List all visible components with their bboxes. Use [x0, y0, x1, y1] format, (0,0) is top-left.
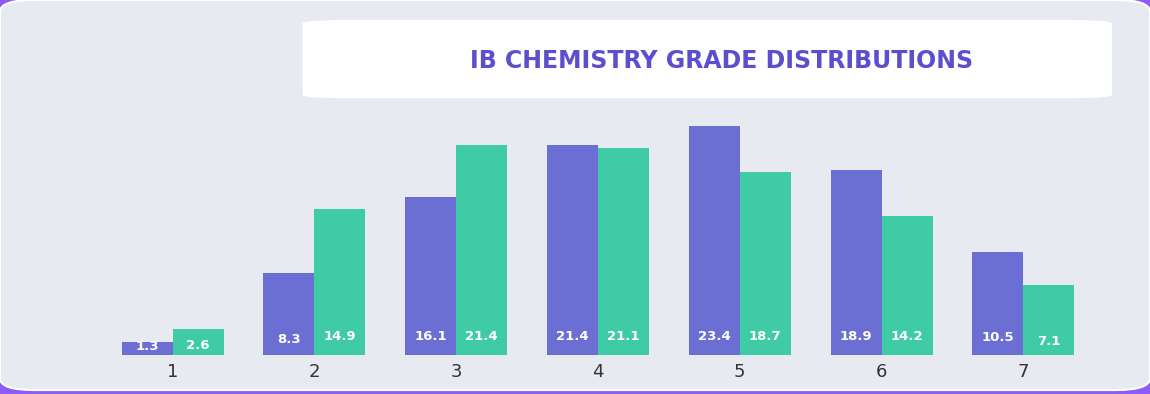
Text: 21.1: 21.1 — [607, 330, 639, 343]
FancyBboxPatch shape — [302, 20, 1112, 98]
Bar — [547, 145, 598, 355]
Text: 21.4: 21.4 — [466, 330, 498, 343]
Text: 18.9: 18.9 — [840, 330, 873, 343]
Bar — [405, 197, 457, 355]
Text: 18.7: 18.7 — [749, 330, 782, 343]
Bar — [972, 252, 1024, 355]
Text: 7.1: 7.1 — [1037, 335, 1060, 348]
Bar — [882, 216, 933, 355]
Bar — [1024, 285, 1074, 355]
Bar — [598, 148, 649, 355]
Text: 8.3: 8.3 — [277, 333, 301, 346]
Text: IB CHEMISTRY GRADE DISTRIBUTIONS: IB CHEMISTRY GRADE DISTRIBUTIONS — [470, 48, 974, 72]
Text: 14.2: 14.2 — [891, 330, 923, 343]
Bar — [172, 329, 224, 355]
Bar — [830, 170, 882, 355]
Text: 23.4: 23.4 — [698, 330, 730, 343]
Bar — [689, 126, 739, 355]
Text: 10.5: 10.5 — [981, 331, 1014, 344]
Bar — [739, 172, 791, 355]
Text: 2.6: 2.6 — [186, 339, 210, 352]
Bar — [314, 209, 366, 355]
Bar — [263, 273, 314, 355]
Text: 21.4: 21.4 — [557, 330, 589, 343]
Text: 1.3: 1.3 — [136, 340, 159, 353]
Bar — [457, 145, 507, 355]
Text: 14.9: 14.9 — [323, 330, 356, 343]
Text: 16.1: 16.1 — [414, 330, 447, 343]
Bar — [122, 342, 172, 355]
